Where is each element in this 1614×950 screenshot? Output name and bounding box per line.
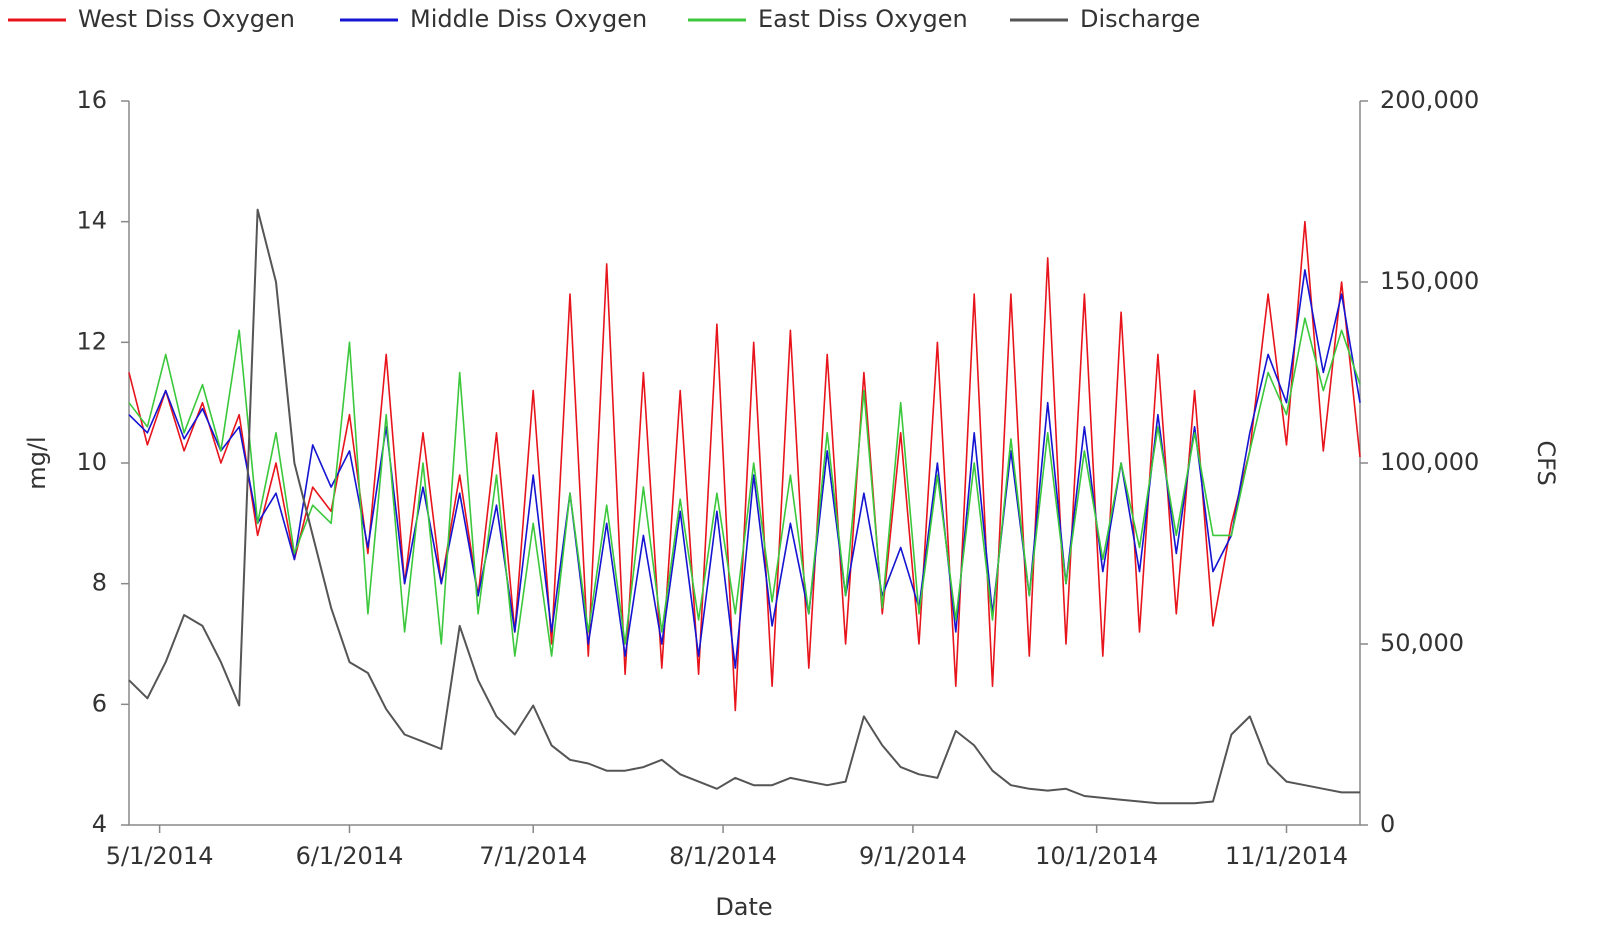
x-tick-label: 11/1/2014 [1225, 842, 1348, 870]
axis-frame [128, 101, 1361, 826]
legend-label: Discharge [1080, 5, 1200, 33]
legend-label: Middle Diss Oxygen [410, 5, 647, 33]
series-line [128, 220, 1361, 712]
y-tick-label: 8 [92, 569, 107, 597]
y2-tick-label: 150,000 [1380, 267, 1479, 295]
legend-label: West Diss Oxygen [78, 5, 295, 33]
x-tick-label: 6/1/2014 [296, 842, 404, 870]
series-line [128, 269, 1361, 669]
y2-tick-label: 100,000 [1380, 448, 1479, 476]
y-tick-label: 4 [92, 810, 107, 838]
y2-tick-label: 0 [1380, 810, 1395, 838]
y-tick-label: 12 [76, 327, 107, 355]
y-axis-title: mg/l [23, 436, 51, 489]
y-tick-label: 6 [92, 689, 107, 717]
x-tick-label: 9/1/2014 [859, 842, 967, 870]
y-tick-label: 10 [76, 448, 107, 476]
y-tick-label: 16 [76, 86, 107, 114]
series-line [128, 317, 1361, 657]
y-tick-label: 14 [76, 207, 107, 235]
x-tick-label: 10/1/2014 [1035, 842, 1158, 870]
x-axis-title: Date [715, 893, 772, 921]
y2-tick-label: 50,000 [1380, 629, 1464, 657]
legend-label: East Diss Oxygen [758, 5, 968, 33]
x-tick-label: 8/1/2014 [669, 842, 777, 870]
y2-axis-title: CFS [1532, 440, 1560, 485]
x-tick-label: 5/1/2014 [106, 842, 214, 870]
x-tick-label: 7/1/2014 [479, 842, 587, 870]
y2-tick-label: 200,000 [1380, 86, 1479, 114]
series-line [128, 208, 1360, 805]
